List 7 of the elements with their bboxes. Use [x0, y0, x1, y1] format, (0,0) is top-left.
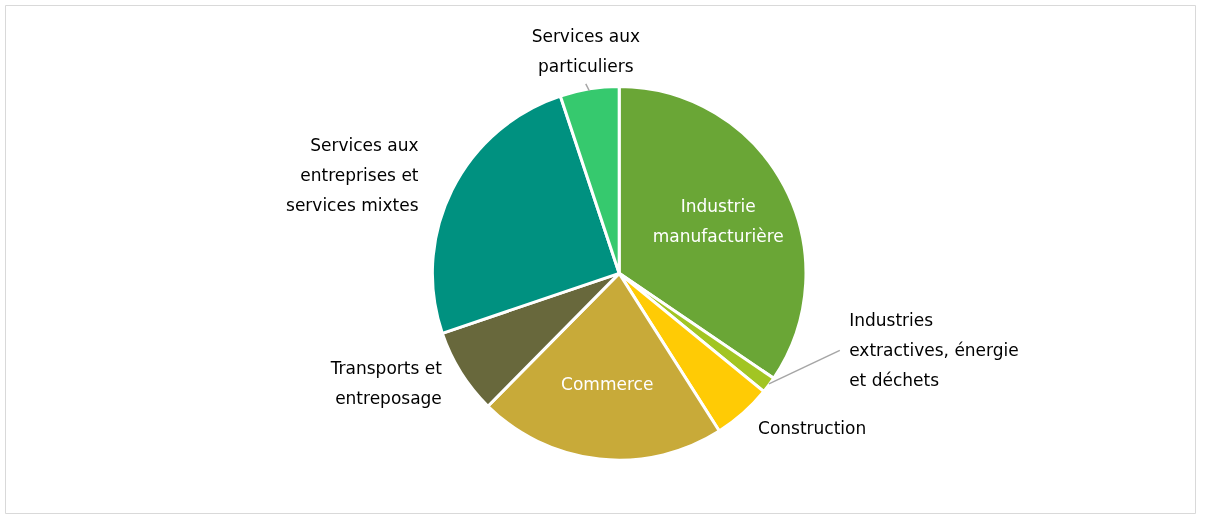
- slice-label: Services aux particuliers: [531, 25, 640, 76]
- slice-label: Industrie manufacturière: [652, 196, 784, 247]
- slice-label: Commerce: [561, 373, 654, 394]
- slice-label: Industries extractives, énergie et déchets: [849, 310, 1019, 391]
- slice-label: Construction: [758, 418, 867, 439]
- slice-label: Services aux entreprises et services mixtes: [286, 134, 419, 215]
- slice-label: Transports et entreposage: [329, 358, 443, 409]
